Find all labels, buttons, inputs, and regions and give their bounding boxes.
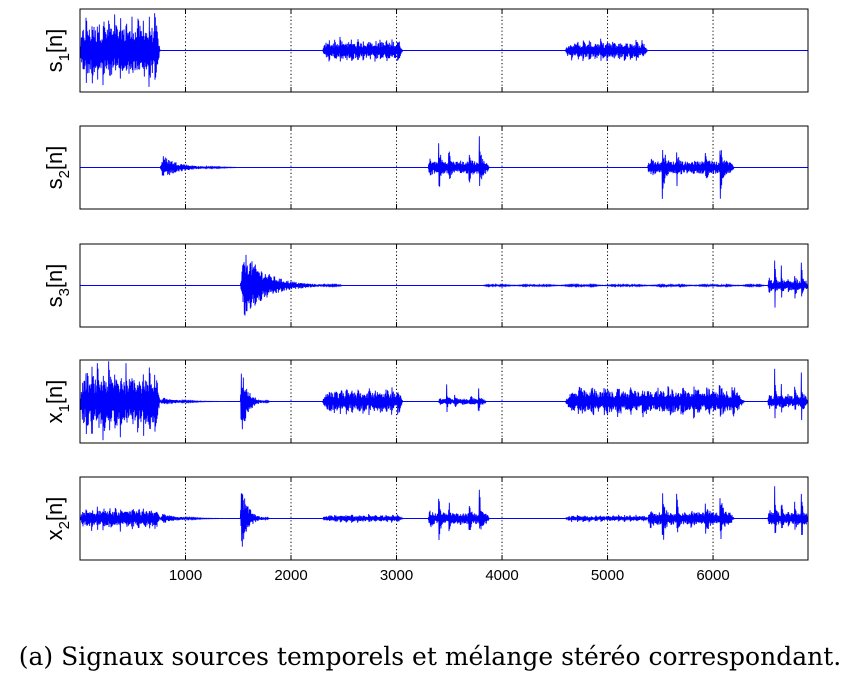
panel-x1: x1[n] [42,359,809,444]
ylabel-x1: x1[n] [42,380,73,424]
signal-line-x2 [79,486,809,547]
panel-s3: s3[n] [42,243,809,328]
signal-line-s1 [79,13,808,87]
axes-frame [79,476,809,561]
panel-s1: s1[n] [42,8,809,93]
x-tick-label: 6000 [696,567,729,584]
panel-x2: x2[n] [42,476,809,561]
signal-line-s2 [80,136,808,199]
signal-line-x1 [79,361,809,441]
panel-s2: s2[n] [42,125,809,210]
x-tick-label: 2000 [274,567,307,584]
x-tick-label: 3000 [380,567,413,584]
signal-line-s3 [80,254,809,316]
x-tick-label: 4000 [485,567,518,584]
x-tick-label: 5000 [591,567,624,584]
ylabel-s3: s3[n] [42,264,73,308]
figure: s1[n] s2[n] s3[n] x1[n] x2[n] 1000 2000 3000 400… [42,8,809,584]
axes-frame [79,243,809,328]
figure-caption: (a) Signaux sources temporels et mélange… [18,642,842,671]
axes-frame [79,125,809,210]
ylabel-x2: x2[n] [42,497,73,541]
x-tick-label: 1000 [169,567,202,584]
axes-frame [79,359,809,444]
axes-frame [79,8,809,93]
ylabel-s1: s1[n] [42,29,73,73]
ylabel-s2: s2[n] [42,146,73,190]
